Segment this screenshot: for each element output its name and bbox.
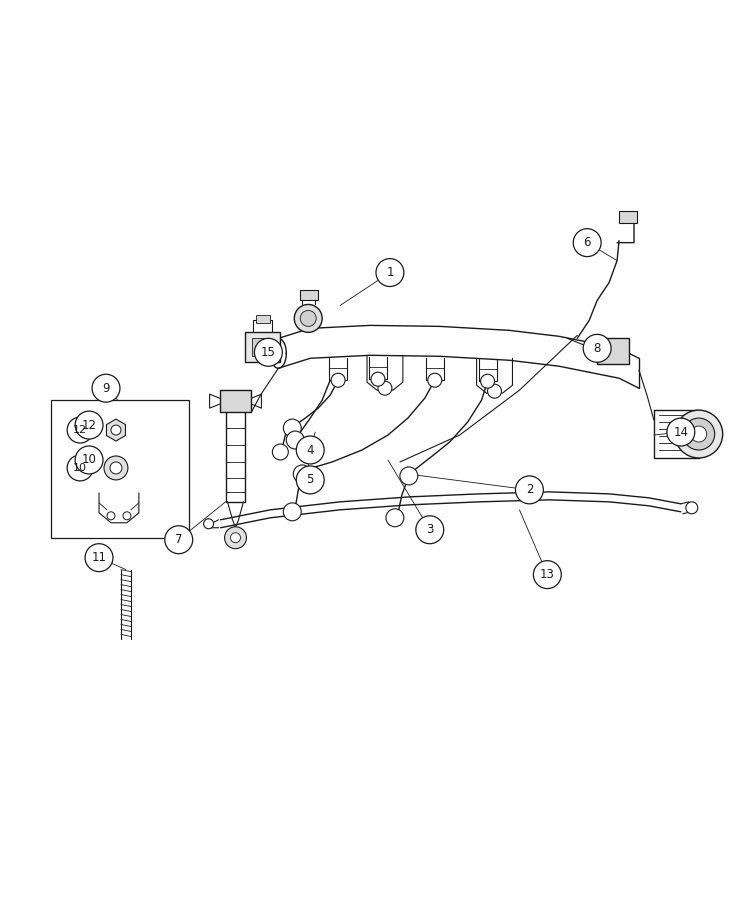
Circle shape	[286, 431, 305, 449]
Text: 8: 8	[594, 342, 601, 355]
Circle shape	[686, 502, 698, 514]
Text: 3: 3	[426, 523, 433, 536]
Text: 14: 14	[674, 426, 688, 438]
Bar	[253, 338, 267, 356]
Circle shape	[67, 417, 93, 443]
Circle shape	[204, 518, 213, 529]
Circle shape	[75, 411, 103, 439]
Circle shape	[296, 466, 324, 494]
Circle shape	[254, 338, 282, 366]
Circle shape	[294, 304, 322, 332]
Circle shape	[123, 512, 131, 520]
Text: 2: 2	[525, 483, 534, 497]
Circle shape	[416, 516, 444, 544]
Circle shape	[386, 508, 404, 526]
Circle shape	[667, 418, 695, 446]
Text: 1: 1	[386, 266, 393, 279]
Bar	[597, 338, 629, 364]
Bar	[245, 332, 280, 363]
Text: 13: 13	[540, 568, 555, 581]
Circle shape	[104, 456, 128, 480]
Circle shape	[331, 374, 345, 387]
Circle shape	[293, 465, 311, 483]
Circle shape	[675, 410, 722, 458]
Circle shape	[428, 374, 442, 387]
Circle shape	[92, 374, 120, 402]
Circle shape	[488, 384, 502, 398]
Circle shape	[481, 374, 494, 388]
Text: 7: 7	[175, 533, 182, 546]
Circle shape	[283, 419, 302, 437]
Polygon shape	[107, 419, 125, 441]
Circle shape	[75, 446, 103, 474]
Bar	[256, 315, 270, 323]
Text: 4: 4	[307, 444, 314, 456]
Circle shape	[110, 462, 122, 474]
Circle shape	[225, 526, 247, 549]
Circle shape	[230, 533, 241, 543]
Circle shape	[273, 444, 288, 460]
Circle shape	[283, 503, 302, 521]
Circle shape	[371, 373, 385, 386]
Circle shape	[378, 382, 392, 395]
Circle shape	[583, 335, 611, 363]
Text: 10: 10	[73, 463, 87, 473]
Circle shape	[165, 526, 193, 554]
Text: 15: 15	[261, 346, 276, 359]
Text: 5: 5	[307, 473, 314, 486]
Bar	[219, 391, 251, 412]
Text: 6: 6	[583, 236, 591, 249]
Circle shape	[376, 258, 404, 286]
Circle shape	[400, 467, 418, 485]
Text: 11: 11	[92, 551, 107, 564]
Bar	[619, 211, 637, 222]
Text: 12: 12	[82, 418, 96, 432]
Text: 10: 10	[82, 454, 96, 466]
Circle shape	[107, 512, 115, 520]
Circle shape	[691, 426, 707, 442]
Text: 9: 9	[102, 382, 110, 395]
Text: 12: 12	[73, 425, 87, 435]
Circle shape	[111, 425, 121, 435]
Bar	[51, 400, 189, 537]
Circle shape	[85, 544, 113, 572]
Circle shape	[574, 229, 601, 256]
Circle shape	[534, 561, 561, 589]
Circle shape	[516, 476, 543, 504]
Circle shape	[300, 310, 316, 327]
Bar	[300, 291, 318, 301]
Circle shape	[296, 436, 324, 464]
Circle shape	[682, 418, 715, 450]
Circle shape	[67, 455, 93, 481]
